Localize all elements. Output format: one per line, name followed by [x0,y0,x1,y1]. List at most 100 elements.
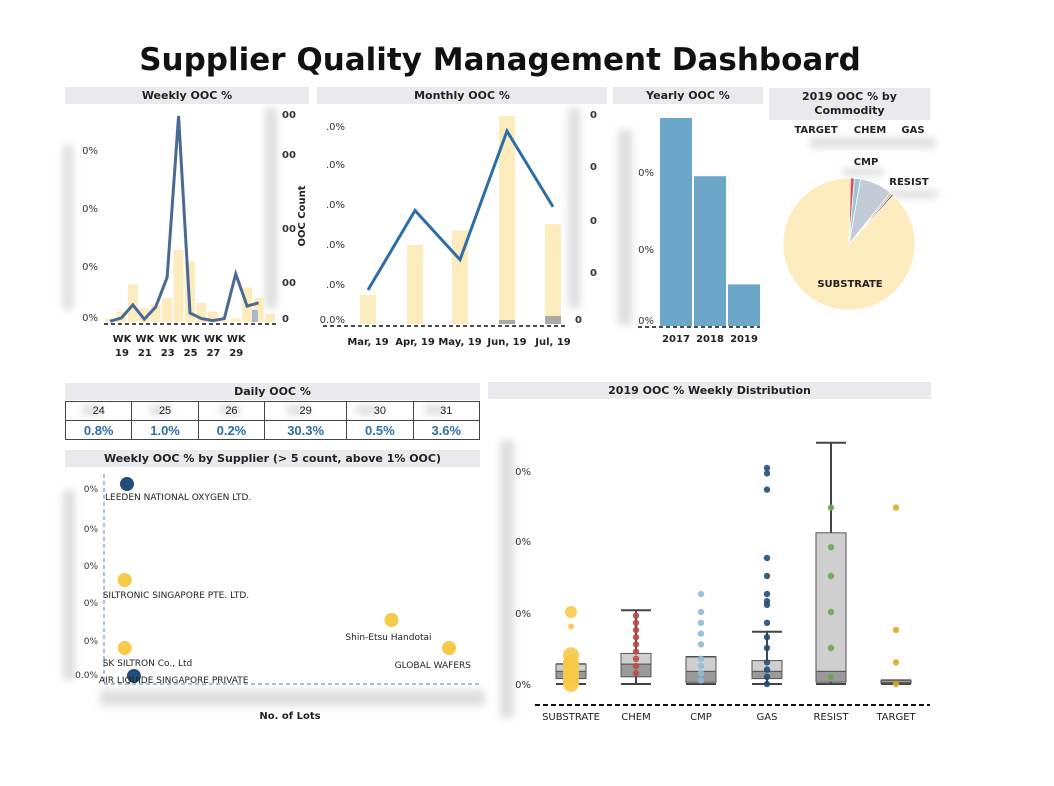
box-point [563,647,579,663]
weekly-right-tick: 00 [282,110,296,121]
yearly-bar [728,284,760,326]
scatter-point-label: SILTRONIC SINGAPORE PTE. LTD. [103,591,249,601]
box-point [698,656,704,662]
box-point [828,504,834,510]
box-point [633,627,639,633]
scatter-y-tick: 0% [84,525,99,535]
box-point [764,659,770,665]
box-point [568,623,574,629]
box-point [828,674,834,680]
scatter-point-label: Shin-Etsu Handotai [345,633,431,643]
box-point [633,641,639,647]
yearly-x-tick: 2018 [696,334,724,345]
daily-value: 0.8% [66,421,132,440]
scatter-point [442,641,456,655]
monthly-bar-gray [545,316,561,324]
box-point [698,620,704,626]
weekly-bar [219,321,229,322]
scatter-point-label: AIR LIQUIDE SINGAPORE PRIVATE [99,676,249,686]
weekly-bar [162,298,172,322]
monthly-left-tick: .0% [326,200,345,211]
weekly-x-tick: WK [158,334,178,345]
supplier-panel-title: Weekly OOC % by Supplier (> 5 count, abo… [65,450,480,467]
daily-value: 0.2% [198,421,264,440]
box-y-tick: 0% [515,609,531,620]
pie-label: RESIST [889,177,929,188]
monthly-bar [360,295,376,324]
weekly-x-tick: WK [204,334,224,345]
box-point [698,670,704,676]
yearly-ooc-chart: 2017 2018 20190%0%0% [610,104,766,366]
box-point [764,620,770,626]
monthly-ooc-chart: 0.0% .0% .0% .0% .0% .0% 0 0 0 0 0 Mar, 19 Apr, 19 Ma… [315,104,610,366]
monthly-left-tick: 0.0% [320,315,345,326]
daily-date: 24 [66,402,132,421]
weekly-right-tick: 00 [282,278,296,289]
box-point [828,573,834,579]
daily-date: 25 [132,402,198,421]
daily-value-row: 0.8% 1.0% 0.2% 30.3% 0.5% 3.6% [66,421,480,440]
pie-label: CMP [854,157,879,168]
weekly-x-tick: WK [113,334,133,345]
monthly-left-tick: .0% [326,122,345,133]
box-point [633,620,639,626]
yearly-x-tick: 2019 [730,334,758,345]
weekly-bar [174,250,184,322]
box-x-tick: CMP [690,712,712,723]
scatter-y-tick: 0.0% [75,671,98,681]
box-point [698,630,704,636]
daily-value: 1.0% [132,421,198,440]
box-point [633,612,639,618]
box-point [698,677,704,683]
scatter-point [118,573,132,587]
weekly-x-tick: WK [227,334,247,345]
daily-date-row: 24 25 26 29 30 31 [66,402,480,421]
daily-date: 29 [265,402,347,421]
box-point [893,627,899,633]
pie-label: SUBSTRATE [817,279,882,290]
weekly-y2-label: OOC Count [297,185,308,246]
box-point [764,486,770,492]
daily-date: 31 [413,402,479,421]
weekly-x-tick: WK [181,334,201,345]
weekly-x-tick-num: 21 [138,348,152,359]
monthly-x-tick: Mar, 19 [347,337,388,348]
weekly-bar-gray [252,310,258,322]
monthly-left-tick: .0% [326,240,345,251]
box-point [633,663,639,669]
yearly-bar [694,176,726,326]
box-point [565,606,577,618]
yearly-y-tick: 0% [638,168,654,179]
box-point [828,544,834,550]
distribution-box-chart: 0% 0% 0% 0% SUBSTRATE CHEM CMP GAS RESIST TARGET [505,400,935,730]
weekly-left-tick: 0% [82,204,98,215]
box-point [828,645,834,651]
monthly-x-tick: May, 19 [438,337,481,348]
box-y-tick: 0% [515,680,531,691]
scatter-x-label: No. of Lots [259,711,320,722]
weekly-x-tick-num: 23 [161,348,175,359]
monthly-x-tick: Jul, 19 [534,337,571,348]
monthly-right-tick: 0 [590,110,597,121]
weekly-panel-title: Weekly OOC % [65,87,309,104]
daily-value: 30.3% [265,421,347,440]
distribution-panel-title: 2019 OOC % Weekly Distribution [488,382,931,399]
scatter-point [120,477,134,491]
yearly-y-tick: 0% [638,245,654,256]
box-point [764,666,770,672]
box-point [633,648,639,654]
supplier-scatter-chart: 0.0%0%0%0%0%0%LEEDEN NATIONAL OXYGEN LTD… [60,468,485,728]
monthly-panel-title: Monthly OOC % [317,87,607,104]
weekly-bar [265,314,275,322]
box-point [764,681,770,687]
daily-date: 26 [198,402,264,421]
box-point [698,663,704,669]
monthly-bar-gray [499,320,515,324]
weekly-ooc-chart: 0%0%0%0%000000000OOC CountWK19WK21WK23WK… [60,104,312,366]
box-point [698,641,704,647]
box-point [698,591,704,597]
weekly-bar [231,319,241,322]
weekly-right-tick: 00 [282,150,296,161]
weekly-right-tick: 00 [282,224,296,235]
monthly-left-tick: .0% [326,160,345,171]
